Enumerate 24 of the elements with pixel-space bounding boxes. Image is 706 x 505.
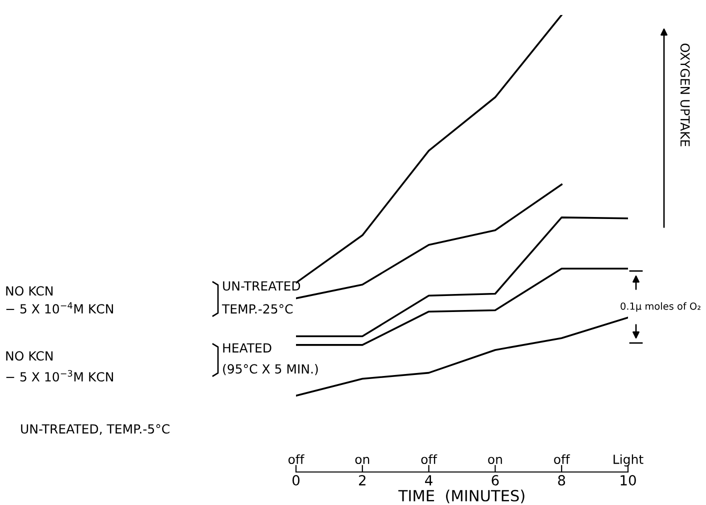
annotation: off — [554, 454, 570, 464]
text: UN-TREATED, TEMP.-5°C — [21, 424, 170, 435]
annotation: (95°C X 5 MIN.) — [223, 364, 318, 376]
text: − 5 X 10$^{−4}$M KCN — [6, 302, 113, 314]
annotation: on — [355, 456, 370, 464]
text: TEMP.-25°C — [222, 304, 293, 314]
text: NO KCN — [6, 286, 53, 296]
annotation: off — [288, 454, 304, 464]
annotation: 0.1μ moles of O₂ — [620, 302, 700, 312]
x-tick-label: 2 — [359, 475, 366, 486]
annotation: UN-TREATED — [223, 281, 300, 291]
annotation: on — [488, 456, 502, 464]
text: HEATED — [223, 343, 272, 352]
x-tick-label: 4 — [425, 475, 432, 486]
text: OXYGEN UPTAKE — [680, 44, 690, 146]
x-tick-label: 8 — [558, 475, 566, 486]
x-tick-label: 0 — [292, 475, 300, 486]
text: − 5 X 10$^{−3}$M KCN — [6, 370, 113, 382]
text: NO KCN — [6, 351, 53, 361]
annotation: Light — [614, 454, 644, 466]
x-tick-label: 10 — [620, 475, 636, 486]
x-axis-title: TIME (MINUTES) — [398, 490, 524, 504]
x-tick-label: 6 — [492, 475, 499, 486]
annotation: off — [421, 454, 438, 464]
